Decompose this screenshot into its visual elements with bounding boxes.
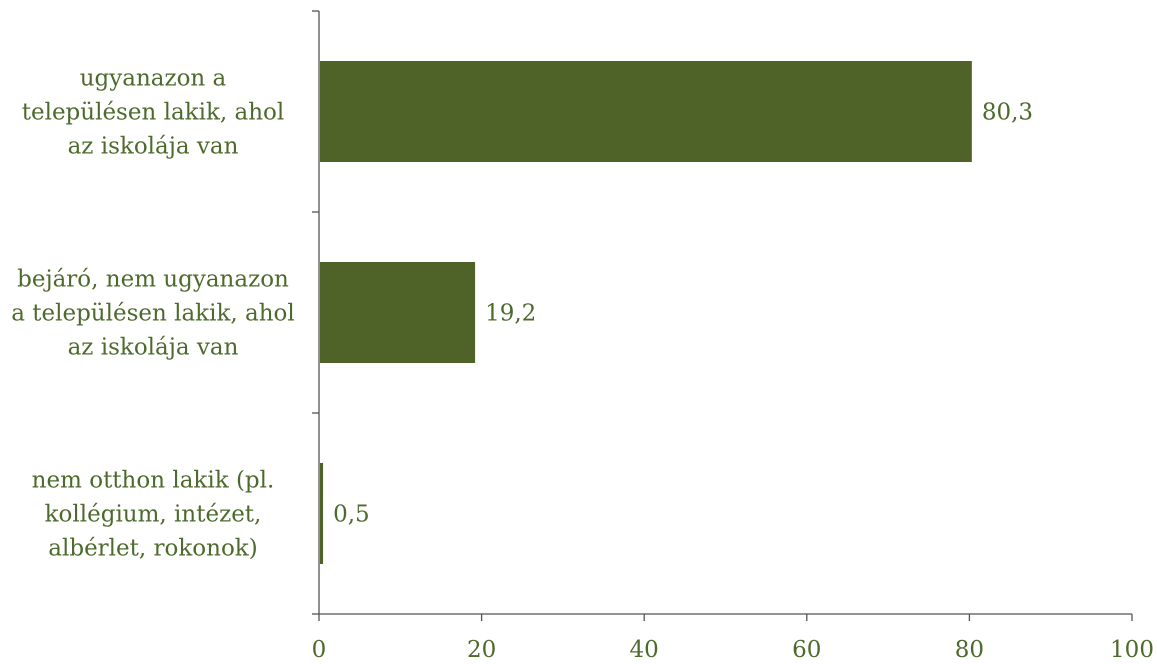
category-label: kollégium, intézet, <box>45 502 262 528</box>
x-tick-label: 80 <box>955 637 984 663</box>
category-label: a településen lakik, ahol <box>11 301 295 327</box>
value-label: 0,5 <box>333 502 370 528</box>
value-label: 19,2 <box>485 301 536 327</box>
value-label: 80,3 <box>982 100 1033 126</box>
category-label: településen lakik, ahol <box>22 100 285 126</box>
x-tick-label: 20 <box>467 637 496 663</box>
category-label: az iskolája van <box>68 134 239 160</box>
bar <box>320 463 324 564</box>
category-label: nem otthon lakik (pl. <box>32 468 275 494</box>
bar <box>320 262 476 363</box>
category-label: albérlet, rokonok) <box>48 536 257 562</box>
bar <box>320 61 972 162</box>
x-tick-label: 60 <box>792 637 821 663</box>
category-label: bejáró, nem ugyanazon <box>17 267 289 293</box>
x-tick-label: 100 <box>1110 637 1154 663</box>
category-label: ugyanazon a <box>80 66 227 92</box>
plot-area: 0 20 40 60 80 100 80,3 ugyanazon a településen l… <box>11 10 1154 663</box>
x-tick-label: 40 <box>630 637 659 663</box>
x-tick-label: 0 <box>312 637 327 663</box>
category-label: az iskolája van <box>68 335 239 361</box>
